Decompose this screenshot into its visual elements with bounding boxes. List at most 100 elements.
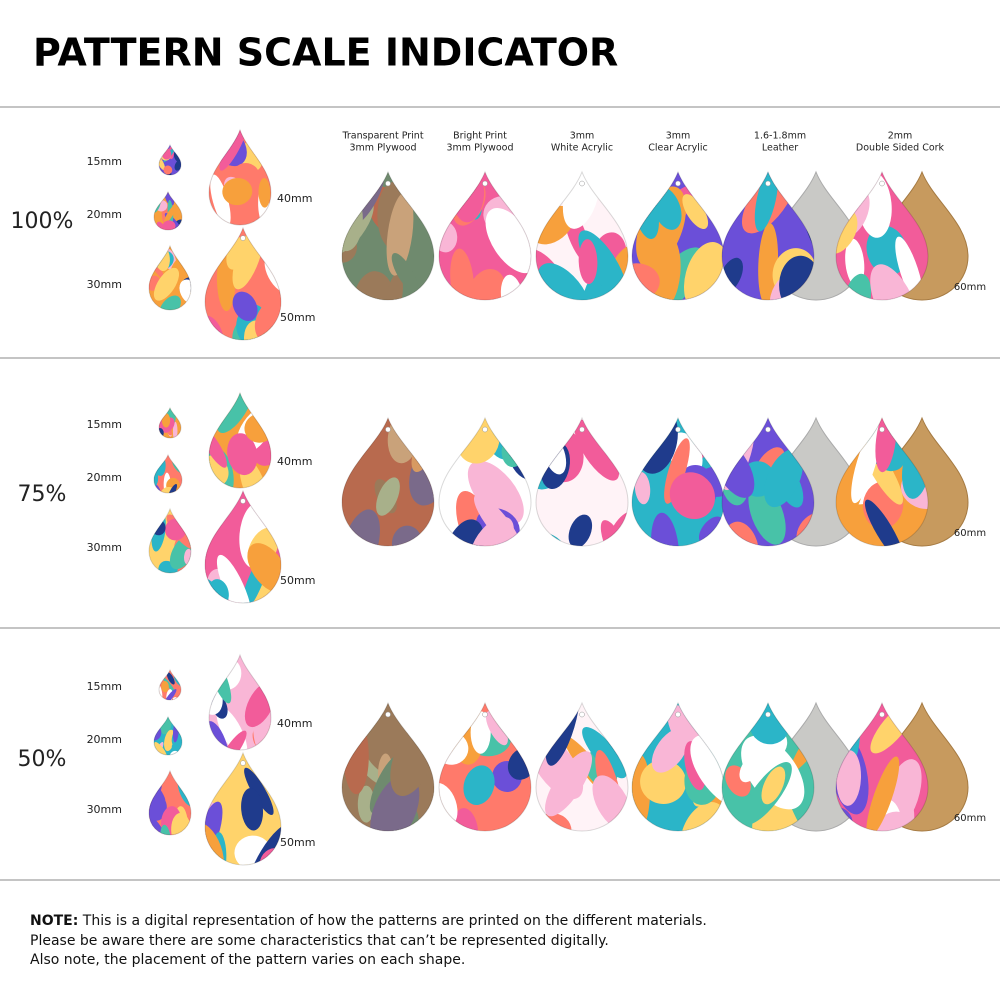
- drop-hole: [675, 180, 681, 187]
- teardrop: [209, 130, 271, 225]
- pattern-leaf: [485, 710, 508, 746]
- pattern-leaf: [600, 520, 628, 546]
- drop-hole: [385, 426, 391, 433]
- drop-hole: [385, 711, 391, 718]
- pattern-leaf: [171, 812, 191, 835]
- note-label: NOTE:: [30, 913, 79, 929]
- drop-hole: [482, 180, 488, 187]
- pattern-leaf: [179, 279, 191, 305]
- drop-outline: [158, 406, 182, 439]
- size-label: 50mm: [280, 311, 315, 324]
- drop-outline: [835, 701, 929, 832]
- pattern-leaf: [391, 253, 418, 293]
- size-label: 20mm: [87, 471, 122, 484]
- pattern-leaf: [241, 787, 264, 831]
- pattern-leaf: [162, 220, 176, 230]
- size-label: 50mm: [280, 574, 315, 587]
- scale-label: 50%: [18, 747, 67, 772]
- drop-hole: [675, 711, 681, 718]
- teardrop: [149, 771, 191, 835]
- drop-hole: [675, 426, 681, 433]
- pattern-leaf: [227, 433, 258, 476]
- note-line: Also note, the placement of the pattern …: [30, 952, 466, 968]
- drop-outline: [835, 170, 929, 301]
- drop-outline: [153, 715, 183, 756]
- drop-hole: [765, 711, 771, 718]
- material-label: Double Sided Cork: [856, 143, 945, 154]
- note-text: This is a digital representation of how …: [82, 913, 707, 929]
- material-label: 2mm: [888, 131, 913, 142]
- pattern-leaf: [209, 426, 227, 468]
- drop-outline: [535, 701, 629, 832]
- size-label: 40mm: [277, 717, 312, 730]
- pattern-leaf: [602, 511, 628, 546]
- pattern-leaf: [754, 172, 779, 232]
- pattern-leaf: [669, 472, 716, 520]
- scale-label: 100%: [11, 209, 74, 234]
- pattern-leaf: [764, 449, 804, 508]
- scale-chart: PATTERN SCALE INDICATOR Transparent Prin…: [0, 31, 1000, 881]
- material-label: 1.6-1.8mm: [754, 131, 806, 142]
- pattern-leaf: [651, 512, 680, 546]
- pattern-leaf: [357, 785, 375, 823]
- material-label: 3mm Plywood: [447, 143, 514, 154]
- pattern-leaf: [761, 766, 786, 805]
- pattern-leaf: [254, 297, 281, 341]
- pattern-leaf: [836, 750, 862, 806]
- teardrop: [154, 192, 183, 230]
- size-label: 15mm: [87, 155, 122, 168]
- drop-hole: [579, 180, 585, 187]
- drop-hole: [879, 180, 885, 187]
- size-label: 50mm: [280, 836, 315, 849]
- note: NOTE: This is a digital representation o…: [30, 912, 707, 971]
- drop-outline: [438, 170, 532, 301]
- pattern-leaf: [698, 516, 724, 544]
- pattern-leaf: [664, 438, 690, 504]
- note-line: Please be aware there are some character…: [30, 932, 609, 949]
- material-label: Clear Acrylic: [648, 143, 707, 154]
- teardrop: [209, 393, 271, 488]
- pattern-leaf: [163, 689, 177, 700]
- drop-outline: [535, 416, 629, 547]
- pattern-leaf: [232, 291, 258, 322]
- pattern-leaf: [164, 204, 177, 224]
- drop-outline: [438, 416, 532, 547]
- drop-hole: [879, 426, 885, 433]
- material-label: 3mm Plywood: [350, 143, 417, 154]
- pattern-leaf: [739, 753, 763, 783]
- teardrop: [154, 455, 183, 493]
- drop-outline: [158, 668, 182, 701]
- pattern-leaf: [864, 499, 904, 546]
- drop-outline: [341, 701, 435, 832]
- pattern-leaf: [385, 272, 403, 300]
- drop-outline: [341, 416, 435, 547]
- drop-outline: [208, 391, 272, 489]
- pattern-leaf: [210, 174, 231, 225]
- pattern-leaf: [159, 295, 181, 310]
- pattern-leaf: [574, 419, 620, 481]
- drop-outline: [153, 190, 183, 231]
- pattern-leaf: [159, 155, 166, 171]
- pattern-leaf: [467, 269, 506, 300]
- pattern-leaf: [353, 271, 395, 300]
- teardrop: [154, 717, 183, 756]
- pattern-leaf: [870, 264, 920, 300]
- drop-outline: [148, 769, 192, 836]
- pattern-leaf: [537, 263, 591, 300]
- pattern-leaf: [376, 477, 400, 516]
- drop-hole: [240, 760, 246, 766]
- pattern-leaf: [219, 130, 247, 171]
- pattern-leaf: [640, 759, 687, 805]
- pattern-leaf: [222, 177, 253, 206]
- drop-outline: [721, 416, 815, 547]
- drop-outline: [208, 653, 272, 751]
- material-label: Transparent Print: [341, 131, 423, 142]
- pattern-leaf: [758, 223, 779, 300]
- pattern-leaf: [162, 676, 176, 694]
- teardrop: [342, 418, 434, 546]
- size-label: 30mm: [87, 541, 122, 554]
- scale-label: 75%: [18, 482, 67, 507]
- size-label: 60mm: [954, 282, 986, 293]
- pattern-leaf: [545, 751, 593, 817]
